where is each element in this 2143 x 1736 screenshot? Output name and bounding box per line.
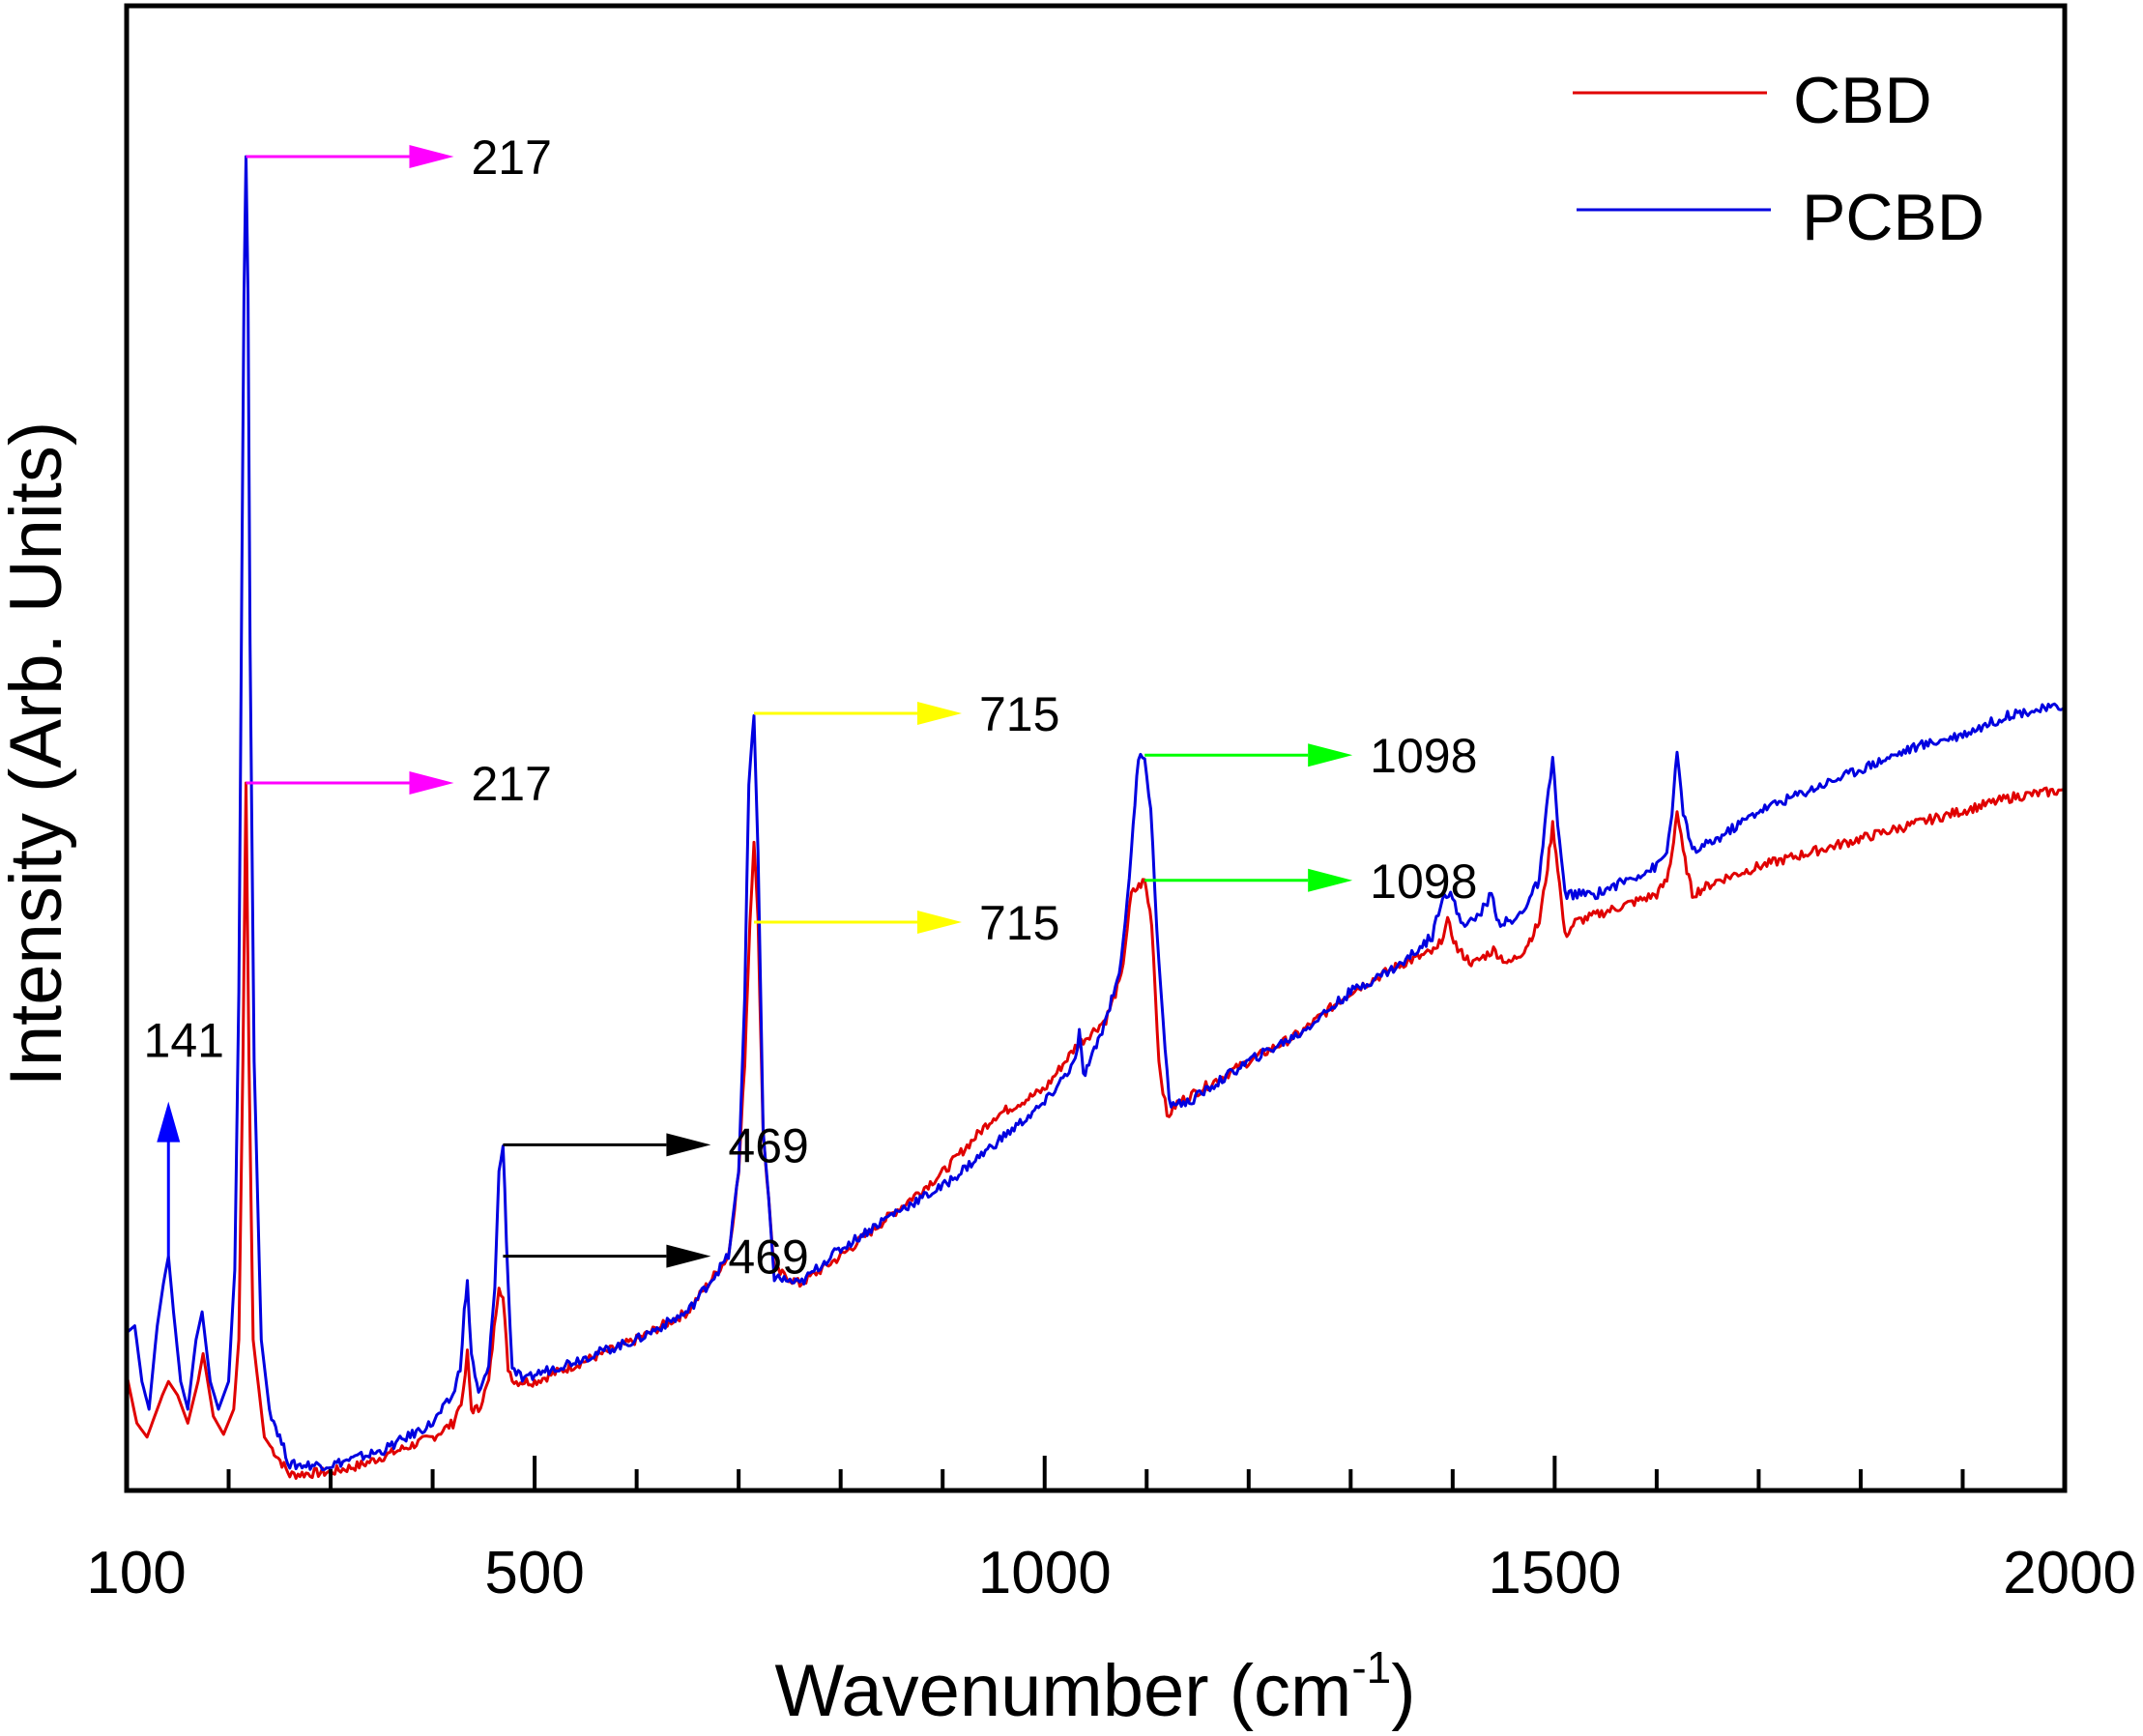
x-tick-label: 100 <box>86 1540 186 1606</box>
y-axis-title: Intensity (Arb. Units) <box>0 421 77 1086</box>
legend-label-pcbd: PCBD <box>1802 181 1984 254</box>
annotation-arrow-head <box>1308 743 1353 767</box>
peak-annotation-1098-pcbd: 1098 <box>1144 729 1477 783</box>
series-line-pcbd <box>126 155 2067 1472</box>
x-tick-label: 1500 <box>1488 1540 1621 1606</box>
x-axis-title-close: ) <box>1391 1650 1415 1732</box>
annotation-label: 715 <box>979 896 1059 950</box>
peak-annotation-1098-cbd: 1098 <box>1144 854 1477 909</box>
annotation-arrow-head <box>409 145 454 168</box>
annotation-label: 141 <box>144 1014 224 1068</box>
annotation-arrow-head <box>916 911 962 934</box>
x-tick-label: 2000 <box>2003 1540 2136 1606</box>
x-tick-label: 1000 <box>978 1540 1112 1606</box>
series-line-cbd <box>125 781 2066 1480</box>
annotation-arrow-head <box>666 1133 711 1157</box>
annotation-arrow-head <box>1308 868 1353 892</box>
peak-annotation-217-pcbd: 217 <box>246 130 552 185</box>
tick-layer: 100 500 1000 1500 2000 <box>86 1456 2136 1606</box>
annotation-label: 217 <box>471 757 551 811</box>
x-tick-label: 500 <box>484 1540 584 1606</box>
annotation-layer: 217 217 715 715 1098 1098 469 469 141 <box>144 130 1478 1285</box>
annotation-label: 469 <box>728 1118 808 1172</box>
annotation-label: 217 <box>471 130 551 185</box>
peak-annotation-715-cbd: 715 <box>753 896 1059 950</box>
peak-annotation-469-pcbd: 469 <box>503 1118 809 1172</box>
legend-label-cbd: CBD <box>1793 64 1932 137</box>
peak-annotation-469-cbd: 469 <box>503 1230 809 1285</box>
x-axis-title: Wavenumber (cm-1) <box>774 1642 1415 1732</box>
legend: CBD PCBD <box>1573 64 1984 254</box>
peak-annotation-715-pcbd: 715 <box>753 687 1059 741</box>
plot-frame <box>124 3 2068 1493</box>
annotation-arrow-head <box>916 702 962 725</box>
annotation-arrow-head <box>409 771 454 795</box>
x-axis-title-main: Wavenumber (cm <box>774 1650 1351 1732</box>
annotation-arrow-head <box>157 1101 181 1143</box>
x-axis-title-superscript: -1 <box>1351 1642 1391 1693</box>
annotation-label: 1098 <box>1370 854 1477 909</box>
annotation-label: 1098 <box>1370 729 1477 783</box>
peak-annotation-217-cbd: 217 <box>246 757 552 811</box>
peak-annotation-141-pcbd: 141 <box>144 1014 224 1257</box>
annotation-label: 469 <box>728 1230 808 1285</box>
annotation-arrow-head <box>666 1244 711 1268</box>
series-layer <box>125 155 2067 1480</box>
annotation-label: 715 <box>979 687 1059 741</box>
